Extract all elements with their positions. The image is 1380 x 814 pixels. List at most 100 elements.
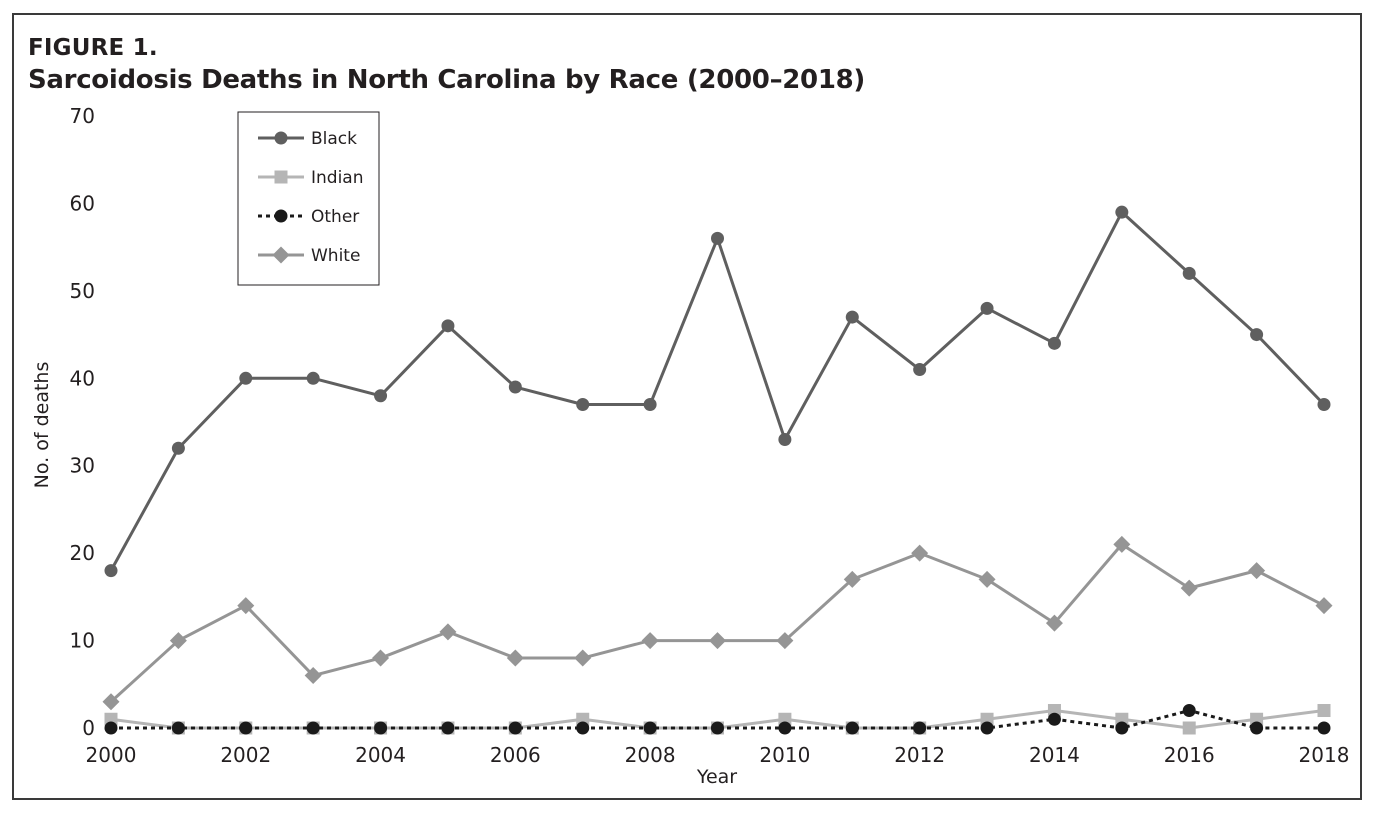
data-point-black <box>1047 336 1061 350</box>
data-point-other <box>104 721 118 735</box>
data-point-black <box>576 398 590 412</box>
data-point-other <box>441 721 455 735</box>
x-tick-label: 2008 <box>625 743 676 767</box>
data-point-black <box>374 389 388 403</box>
x-tick-label: 2004 <box>355 743 406 767</box>
data-point-black <box>171 441 185 455</box>
data-point-black <box>913 363 927 377</box>
data-point-white <box>1180 579 1198 597</box>
data-point-black <box>778 432 792 446</box>
data-point-other <box>845 721 859 735</box>
data-point-white <box>1248 562 1266 580</box>
data-point-other <box>643 721 657 735</box>
x-tick-label: 2012 <box>894 743 945 767</box>
data-point-other <box>1047 712 1061 726</box>
y-axis-label: No. of deaths <box>31 362 53 489</box>
y-tick-label: 0 <box>82 716 95 740</box>
series-white <box>102 535 1333 711</box>
data-point-white <box>304 667 322 685</box>
y-tick-label: 60 <box>70 191 95 215</box>
data-point-indian <box>1317 704 1331 718</box>
data-point-white <box>1315 597 1333 615</box>
data-point-white <box>776 632 794 650</box>
data-point-black <box>239 371 253 385</box>
y-tick-label: 10 <box>70 629 95 653</box>
data-point-indian <box>1182 721 1196 735</box>
x-tick-labels: 2000 2002 2004 2006 2008 2010 2012 2014 2016 2018 <box>86 743 1350 767</box>
data-point-white <box>237 597 255 615</box>
figure-title: Sarcoidosis Deaths in North Carolina by … <box>28 65 866 95</box>
series-black <box>104 205 1331 578</box>
y-tick-label: 70 <box>70 104 95 128</box>
data-point-other <box>576 721 590 735</box>
data-point-black <box>711 231 724 245</box>
x-tick-label: 2006 <box>490 743 541 767</box>
data-point-white <box>641 632 659 650</box>
x-tick-label: 2018 <box>1299 743 1350 767</box>
data-point-other <box>1250 721 1264 735</box>
data-point-other <box>711 721 724 735</box>
x-tick-label: 2010 <box>759 743 810 767</box>
data-point-other <box>913 721 927 735</box>
legend-label-other: Other <box>311 207 359 227</box>
legend-marker-other <box>274 209 288 223</box>
legend-item-indian: Indian <box>258 168 364 188</box>
legend-item-other: Other <box>258 207 359 227</box>
legend-marker-white <box>272 246 290 264</box>
data-point-black <box>306 371 320 385</box>
y-tick-label: 50 <box>70 279 95 303</box>
legend-item-white: White <box>258 246 360 266</box>
legend-item-black: Black <box>258 129 357 149</box>
figure-frame <box>12 13 1362 800</box>
data-point-other <box>980 721 994 735</box>
data-point-other <box>1182 704 1196 718</box>
data-point-white <box>439 623 457 641</box>
x-axis-label: Year <box>696 766 737 788</box>
data-point-black <box>1115 205 1129 219</box>
legend: Black Indian Other White <box>237 111 380 286</box>
data-point-black <box>980 301 994 315</box>
legend-label-white: White <box>311 246 360 266</box>
data-point-white <box>102 693 120 711</box>
data-point-white <box>1113 535 1131 553</box>
data-point-black <box>1250 328 1264 342</box>
data-point-black <box>845 310 859 324</box>
data-point-white <box>911 544 929 562</box>
x-tick-label: 2002 <box>220 743 271 767</box>
data-point-black <box>1317 398 1331 412</box>
data-point-black <box>104 564 118 578</box>
plot-series <box>102 205 1333 735</box>
y-tick-label: 20 <box>70 541 95 565</box>
data-point-white <box>978 570 996 588</box>
data-point-other <box>306 721 320 735</box>
data-point-other <box>239 721 253 735</box>
data-point-white <box>709 632 726 650</box>
data-point-black <box>643 398 657 412</box>
data-point-white <box>574 649 592 667</box>
data-point-black <box>1182 266 1196 280</box>
data-point-white <box>843 570 861 588</box>
data-point-other <box>508 721 522 735</box>
x-tick-label: 2014 <box>1029 743 1080 767</box>
data-point-white <box>1045 614 1063 632</box>
data-point-white <box>506 649 524 667</box>
series-other <box>104 704 1331 735</box>
legend-label-black: Black <box>311 129 357 149</box>
data-point-white <box>372 649 390 667</box>
y-tick-label: 30 <box>70 454 95 478</box>
data-point-other <box>1317 721 1331 735</box>
data-point-other <box>778 721 792 735</box>
series-line-white <box>109 542 1325 703</box>
y-tick-labels: 0 10 20 30 40 50 60 70 <box>70 104 95 740</box>
legend-marker-indian <box>274 170 288 184</box>
y-tick-label: 40 <box>70 366 95 390</box>
data-point-black <box>441 319 455 333</box>
figure-label: FIGURE 1. <box>28 35 158 61</box>
data-point-other <box>1115 721 1129 735</box>
x-tick-label: 2000 <box>86 743 137 767</box>
data-point-other <box>171 721 185 735</box>
x-tick-label: 2016 <box>1164 743 1215 767</box>
legend-label-indian: Indian <box>311 168 364 188</box>
legend-marker-black <box>274 131 288 145</box>
